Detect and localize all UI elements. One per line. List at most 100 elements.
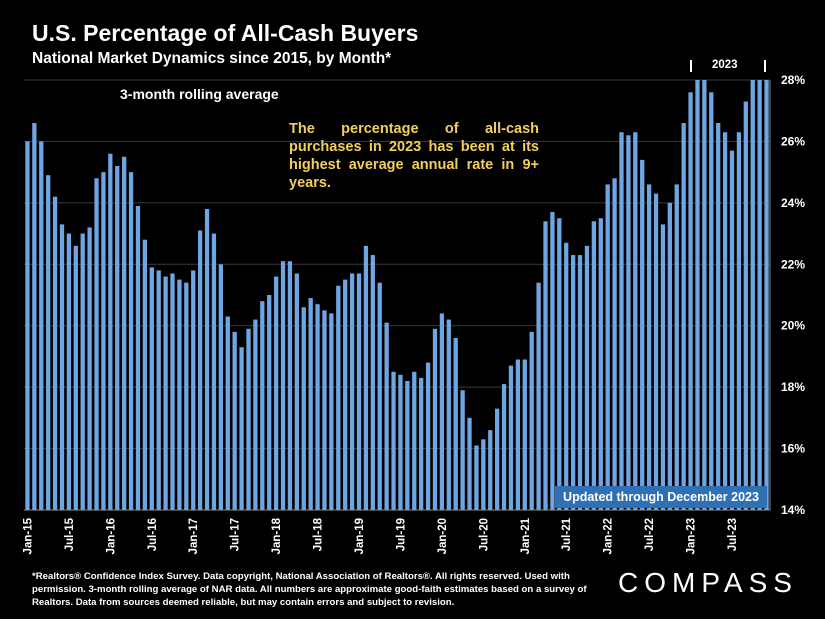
bar xyxy=(584,245,590,511)
bar xyxy=(246,328,251,510)
bar xyxy=(122,156,127,511)
x-tick-label: Jan-21 xyxy=(520,517,532,554)
bar xyxy=(529,331,534,510)
bar xyxy=(405,381,410,510)
bar xyxy=(46,175,51,510)
bar xyxy=(467,417,472,510)
x-tick-label: Jul-16 xyxy=(147,518,159,551)
y-tick-label: 16% xyxy=(781,442,805,456)
bar xyxy=(25,141,30,510)
bar xyxy=(363,245,369,511)
bar xyxy=(674,184,679,510)
bar xyxy=(522,359,527,510)
bar xyxy=(267,295,272,510)
year-marker-label: 2023 xyxy=(712,59,738,71)
bar xyxy=(80,233,85,510)
bar xyxy=(425,362,431,510)
x-tick-label: Jul-19 xyxy=(396,518,408,551)
bar xyxy=(101,172,106,510)
grid-lines xyxy=(24,79,771,511)
bar xyxy=(488,430,493,510)
y-tick-label: 24% xyxy=(781,196,805,210)
bar xyxy=(515,359,521,510)
bar xyxy=(356,273,362,510)
bar xyxy=(736,132,742,510)
y-tick-label: 18% xyxy=(781,380,805,394)
bar xyxy=(218,264,223,510)
x-tick-label: Jul-21 xyxy=(561,517,573,551)
bar xyxy=(184,282,189,510)
bar xyxy=(619,132,624,510)
x-tick-label: Jan-22 xyxy=(603,518,615,554)
bar xyxy=(198,230,203,510)
y-tick-label: 14% xyxy=(781,503,805,517)
bar xyxy=(681,123,686,510)
bar xyxy=(598,218,603,510)
bar xyxy=(640,159,645,511)
bar xyxy=(66,233,72,510)
bar xyxy=(343,279,348,510)
bar xyxy=(87,227,92,510)
bar xyxy=(688,92,693,510)
bar xyxy=(481,439,486,510)
bar xyxy=(571,255,576,510)
compass-logo: COMPASS xyxy=(618,567,798,598)
bar xyxy=(508,365,514,510)
bar xyxy=(591,221,596,511)
bar xyxy=(702,80,707,510)
bar xyxy=(446,319,451,510)
bar xyxy=(239,347,244,510)
bar xyxy=(225,316,230,510)
bar xyxy=(412,371,417,510)
bar xyxy=(315,304,320,510)
bar xyxy=(577,255,583,510)
bar xyxy=(115,166,120,510)
bar xyxy=(709,92,714,510)
bar xyxy=(287,261,293,510)
x-tick-label: Jul-17 xyxy=(230,518,242,551)
bar xyxy=(308,298,313,510)
bar xyxy=(750,80,755,510)
x-tick-label: Jan-16 xyxy=(105,518,117,554)
bar xyxy=(564,242,569,511)
x-tick-label: Jan-15 xyxy=(23,517,35,554)
bar xyxy=(191,270,196,510)
y-axis-ticks: 14% 16% 18% 20% 22% 24% 26% 28% xyxy=(781,73,805,517)
bar xyxy=(156,270,161,510)
bar xyxy=(460,390,465,510)
bar xyxy=(135,205,141,510)
bar xyxy=(94,178,99,511)
bar xyxy=(322,310,327,510)
bar xyxy=(211,233,217,510)
bar xyxy=(163,276,168,510)
bar xyxy=(280,261,286,510)
bar xyxy=(495,408,500,510)
bar xyxy=(294,273,299,510)
y-tick-label: 20% xyxy=(781,319,805,333)
chart-subtitle: National Market Dynamics since 2015, by … xyxy=(32,50,392,67)
x-tick-label: Jul-15 xyxy=(64,517,76,551)
bar xyxy=(543,221,548,511)
bar xyxy=(349,273,355,510)
bar xyxy=(377,282,382,510)
bar xyxy=(260,301,265,510)
bar xyxy=(128,172,134,510)
bar xyxy=(108,153,113,510)
bar xyxy=(370,255,375,510)
year-bracket-left xyxy=(690,60,692,72)
x-tick-label: Jan-17 xyxy=(188,518,200,554)
x-tick-label: Jan-19 xyxy=(354,518,366,554)
year-bracket-right xyxy=(764,60,766,72)
bar xyxy=(253,319,258,510)
updated-badge: Updated through December 2023 xyxy=(555,486,767,508)
bar xyxy=(232,331,237,510)
bar xyxy=(605,184,610,510)
bar xyxy=(384,322,389,510)
bar xyxy=(149,267,154,510)
bar xyxy=(667,202,672,511)
bar xyxy=(764,80,769,510)
bar xyxy=(204,209,210,510)
bar xyxy=(626,135,631,511)
x-tick-label: Jan-20 xyxy=(437,518,449,554)
